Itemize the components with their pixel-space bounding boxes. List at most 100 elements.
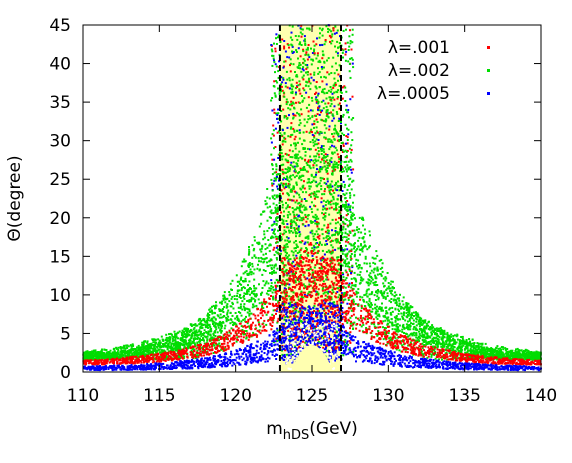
point-green <box>389 283 392 286</box>
point-green <box>179 342 182 345</box>
point-green <box>527 352 530 355</box>
point-central <box>337 164 340 166</box>
point-green <box>316 222 318 225</box>
point-green <box>354 232 357 235</box>
point-green <box>248 250 251 253</box>
point-green <box>306 147 309 150</box>
point-green <box>341 167 344 170</box>
point-green <box>178 330 181 333</box>
point-green <box>360 325 363 328</box>
point-central <box>322 154 325 157</box>
point-central <box>350 253 353 255</box>
point-green <box>346 257 349 260</box>
point-green <box>331 141 334 144</box>
point-central <box>273 92 276 95</box>
point-green <box>118 357 121 360</box>
point-green <box>337 262 340 265</box>
point-green <box>430 343 432 346</box>
point-green <box>294 142 297 145</box>
point-green <box>350 286 353 289</box>
point-central <box>298 231 301 233</box>
point-green <box>257 257 260 260</box>
point-central <box>282 172 285 175</box>
point-green <box>353 250 356 253</box>
point-green <box>500 351 503 354</box>
point-central <box>272 57 275 60</box>
point-green <box>331 266 334 269</box>
point-green <box>380 306 383 309</box>
point-green <box>289 189 292 192</box>
point-green <box>200 330 203 333</box>
point-green <box>422 354 425 357</box>
point-green <box>472 351 475 354</box>
point-green <box>311 232 314 235</box>
point-green <box>357 291 360 294</box>
point-central <box>274 309 277 312</box>
point-green <box>413 315 415 317</box>
point-central <box>305 170 308 173</box>
point-green <box>334 233 336 236</box>
point-green <box>333 191 336 194</box>
point-green <box>196 349 199 352</box>
point-green <box>392 299 395 302</box>
point-green <box>305 200 308 202</box>
point-green <box>307 254 310 257</box>
point-green <box>287 194 290 197</box>
point-green <box>214 326 217 329</box>
point-green <box>323 193 326 196</box>
point-central <box>340 292 343 295</box>
point-green <box>307 237 310 240</box>
point-green <box>386 295 389 297</box>
point-green <box>334 124 337 127</box>
point-central <box>296 130 299 132</box>
point-green <box>521 354 524 357</box>
point-green <box>210 317 213 320</box>
point-green <box>476 342 479 345</box>
point-green <box>264 203 267 206</box>
point-green <box>460 347 463 350</box>
point-central <box>344 298 347 301</box>
point-green <box>395 315 398 318</box>
point-central <box>334 248 337 251</box>
point-green <box>281 140 284 143</box>
point-green <box>129 351 132 354</box>
point-green <box>393 287 395 289</box>
point-green <box>270 267 273 270</box>
point-green <box>361 296 364 299</box>
point-central <box>337 156 340 159</box>
point-green <box>423 344 426 346</box>
point-green <box>207 312 209 315</box>
point-central <box>345 160 348 163</box>
point-green <box>213 316 216 319</box>
point-central <box>300 24 303 27</box>
point-green <box>168 339 171 342</box>
point-green <box>324 120 327 123</box>
point-green <box>198 340 200 343</box>
point-central <box>274 63 277 66</box>
point-green <box>298 250 301 253</box>
point-central <box>308 243 311 246</box>
point-green <box>376 334 379 337</box>
point-central <box>350 303 353 306</box>
point-green <box>291 101 294 104</box>
point-central <box>297 214 300 217</box>
point-central <box>302 87 305 90</box>
point-green <box>364 232 367 235</box>
point-green <box>309 155 312 158</box>
point-green <box>219 320 222 323</box>
point-central <box>277 157 280 159</box>
point-green <box>270 237 272 240</box>
point-central <box>351 58 354 61</box>
point-green <box>269 289 272 292</box>
point-green <box>285 171 287 174</box>
point-central <box>300 28 303 31</box>
point-central <box>308 165 311 168</box>
point-green <box>152 341 155 344</box>
point-green <box>103 353 106 356</box>
point-central <box>276 117 278 120</box>
point-central <box>351 229 354 232</box>
point-green <box>395 325 398 328</box>
point-green <box>411 317 414 320</box>
point-green <box>259 248 262 251</box>
point-central <box>341 115 344 118</box>
